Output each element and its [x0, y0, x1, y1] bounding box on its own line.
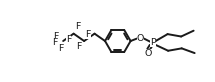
Text: F: F — [77, 42, 82, 51]
Text: F: F — [85, 30, 91, 39]
Text: F: F — [53, 38, 58, 47]
Text: F: F — [66, 35, 71, 44]
Text: F: F — [75, 22, 80, 31]
Text: F: F — [58, 44, 64, 53]
Text: P: P — [150, 38, 156, 47]
Text: O: O — [145, 49, 152, 58]
Text: F: F — [54, 32, 59, 41]
Text: O: O — [137, 34, 144, 43]
